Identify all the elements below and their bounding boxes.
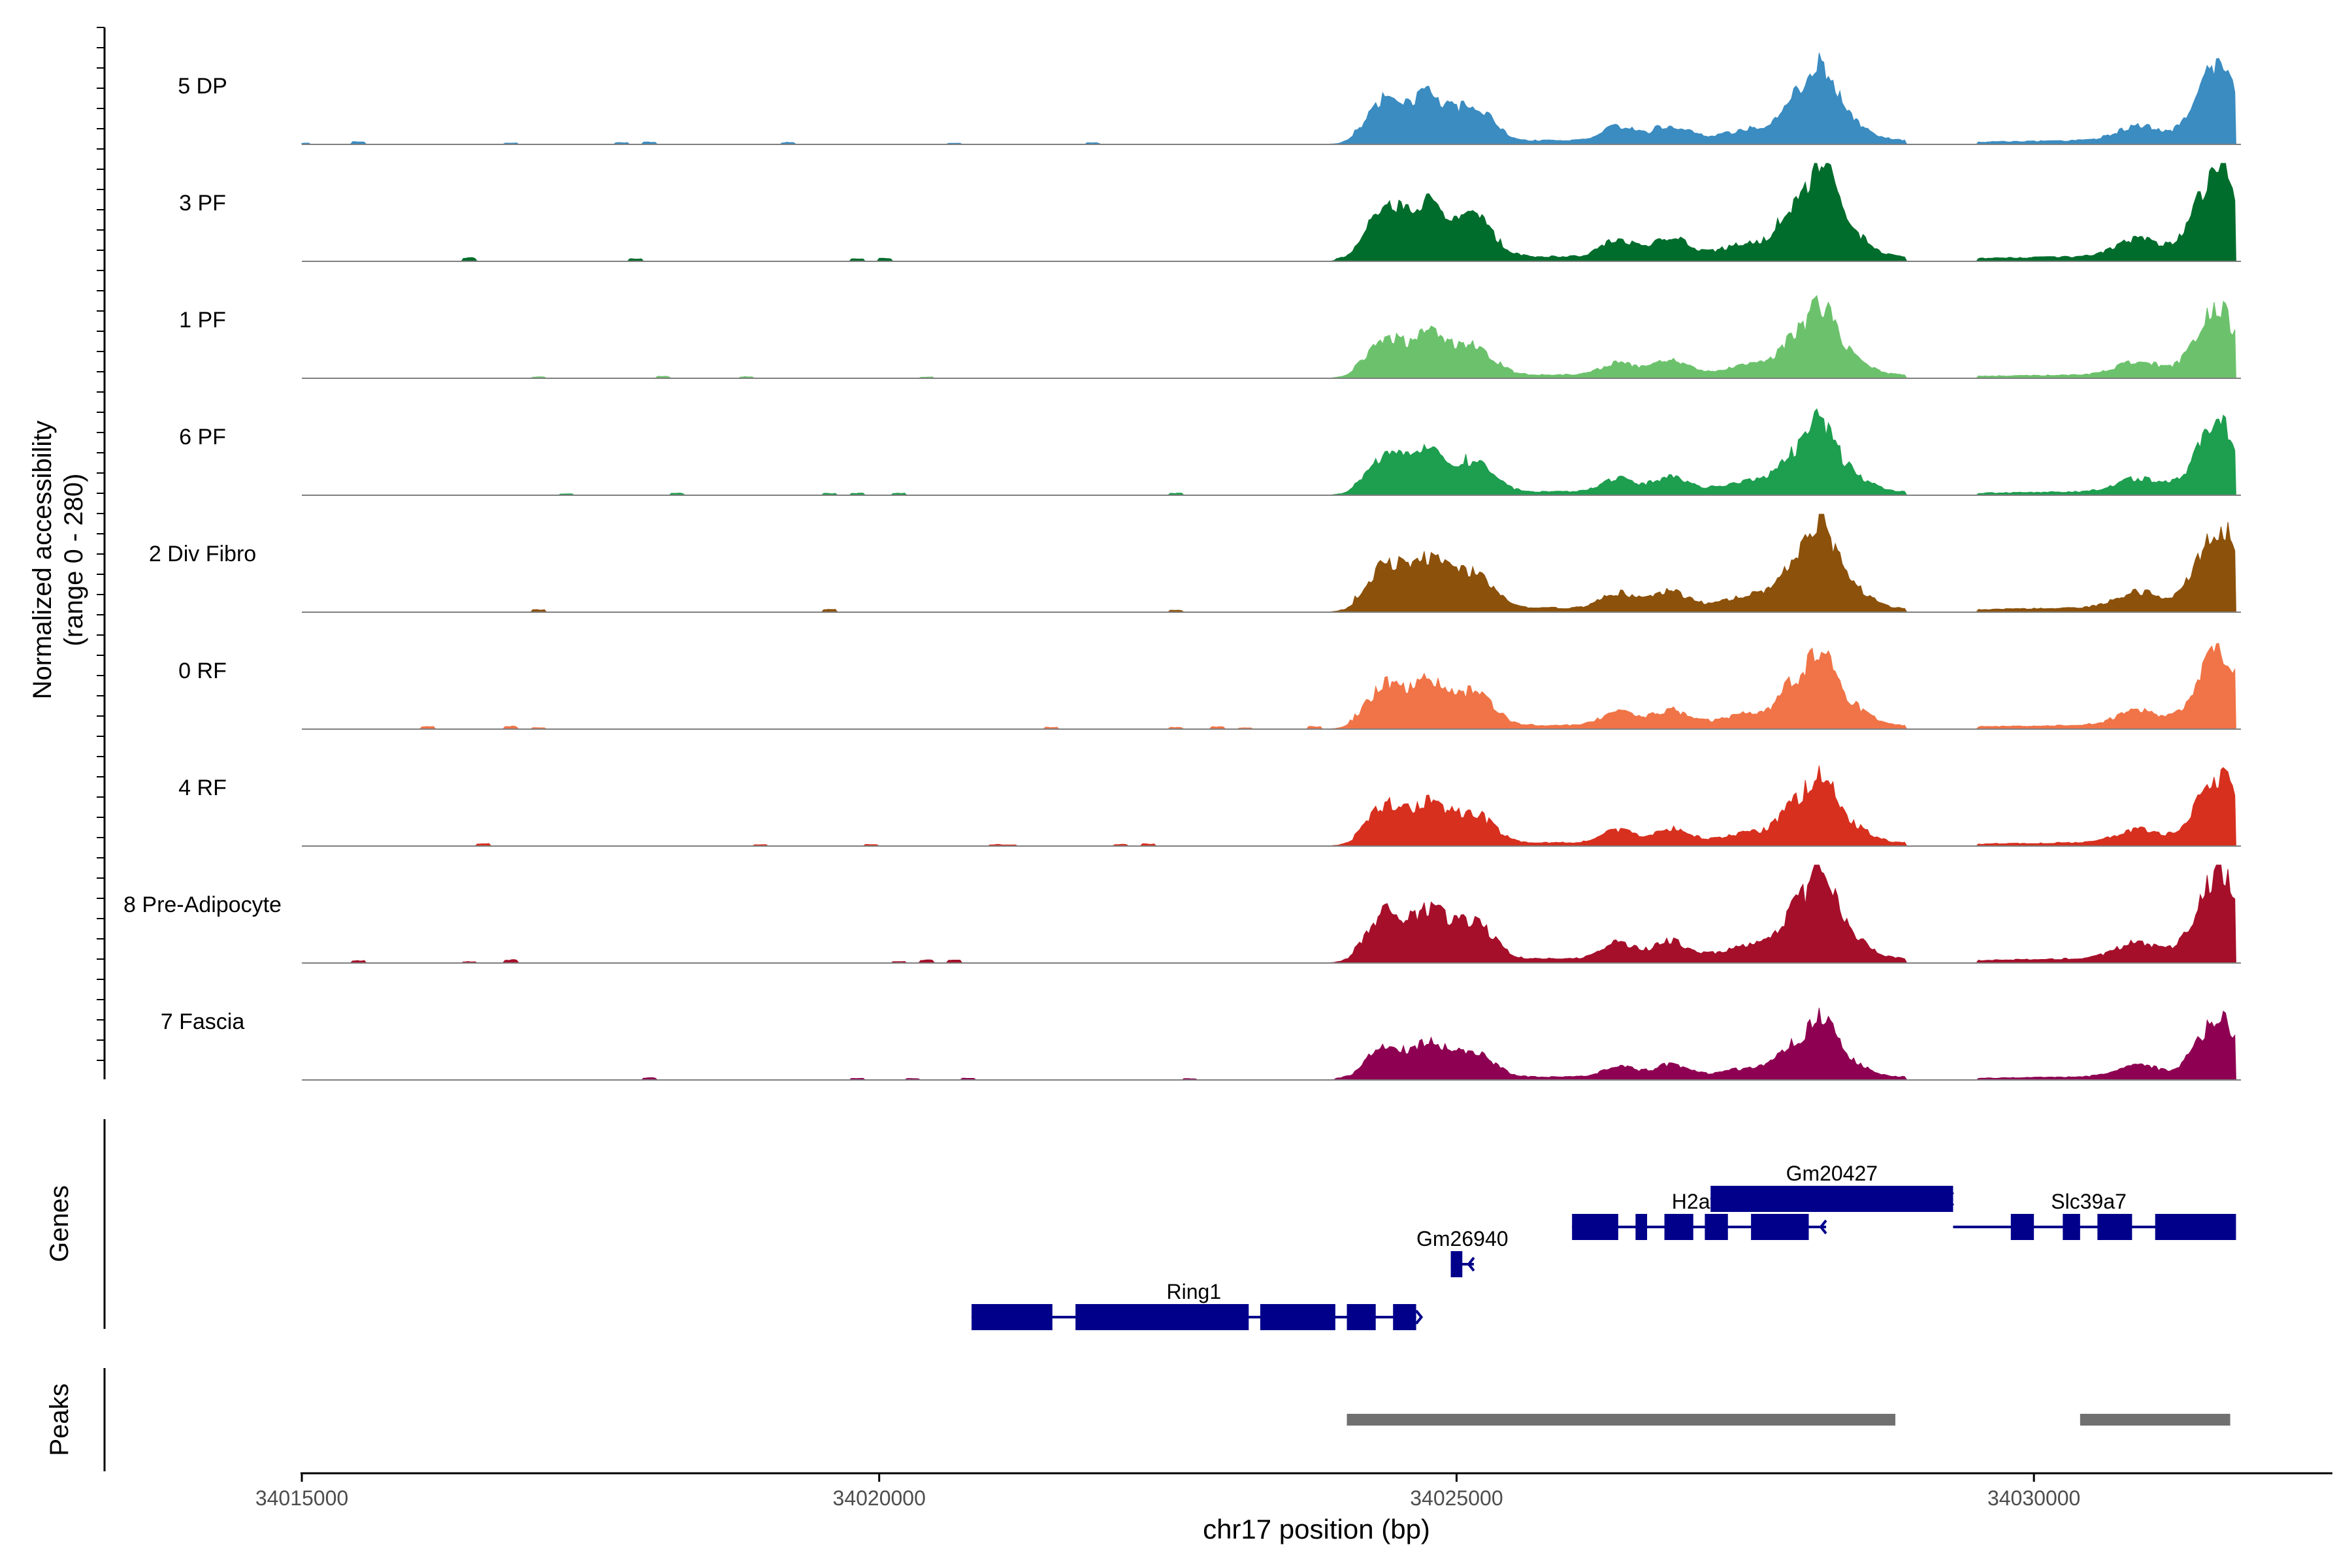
gene-exon [1347,1304,1376,1330]
gene-label: Gm20427 [1786,1162,1878,1185]
track-7: 8 Pre-Adipocyte [123,864,2241,964]
gene-exon [2010,1214,2034,1240]
gene-exon [1393,1304,1416,1330]
peak-bar [2080,1414,2230,1426]
peak-bar [1347,1414,1896,1426]
x-tick-label: 34020000 [833,1486,926,1510]
genes-panel-label: Genes [45,1185,74,1262]
gene-strand-arrow [1946,1191,1954,1207]
x-axis-title: chr17 position (bp) [1203,1514,1430,1544]
gene-exon [2063,1214,2080,1240]
x-axis: chr17 position (bp) 34015000 34020000 3402… [255,1472,2332,1544]
track-label: 0 RF [178,659,227,683]
gene-exon [1751,1214,1809,1240]
gene-exon [972,1304,1053,1330]
gene-strand-arrow [1819,1219,1827,1235]
peak-bars [1347,1414,2230,1426]
gene-exon [1450,1251,1463,1277]
gene-exon [1705,1214,1728,1240]
track-1: 3 PF [179,163,2241,262]
gene-slc39a7: Slc39a7 [1953,1190,2236,1240]
gene-strand-arrow [2217,1219,2226,1235]
gene-label: Slc39a7 [2051,1190,2127,1213]
x-tick-label: 34015000 [255,1486,348,1510]
gene-gm20427: Gm20427 [1710,1162,1954,1212]
track-4: 2 Div Fibro [149,514,2241,613]
track-label: 5 DP [178,74,227,99]
peaks-panel-label: Peaks [45,1383,74,1456]
gene-strand-arrow [1415,1309,1424,1325]
gene-exon [1710,1186,1953,1212]
y-axis-title-line1: Normalized accessibility [28,421,57,700]
gene-exon [1260,1304,1335,1330]
coverage-y-axis [97,27,106,1079]
gene-label: Ring1 [1167,1280,1222,1303]
track-label: 4 RF [178,776,227,800]
track-3: 6 PF [179,408,2241,496]
gene-label: Gm26940 [1416,1227,1509,1250]
track-8: 7 Fascia [161,1007,2241,1081]
track-0: 5 DP [178,52,2241,145]
track-label: 3 PF [179,191,226,216]
track-2: 1 PF [179,295,2241,379]
y-axis-title: Normalized accessibility (range 0 - 280) [28,421,88,700]
track-label: 6 PF [179,425,226,449]
gene-exon [2155,1214,2236,1240]
x-tick-label: 34025000 [1410,1486,1503,1510]
track-label: 8 Pre-Adipocyte [123,892,282,917]
track-label: 7 Fascia [161,1009,245,1034]
gene-gm26940: Gm26940 [1416,1227,1509,1277]
x-tick-label: 34030000 [1987,1486,2080,1510]
gene-exon [1572,1214,1618,1240]
gene-strand-arrow [1467,1256,1475,1272]
gene-exon [2097,1214,2132,1240]
y-axis-title-line2: (range 0 - 280) [59,474,88,647]
track-5: 0 RF [178,642,2241,730]
peaks-panel: Peaks [45,1368,2230,1471]
gene-exon [1664,1214,1693,1240]
track-label: 1 PF [179,308,226,333]
gene-ring1: Ring1 [972,1280,1424,1330]
gene-exon [1635,1214,1648,1240]
track-6: 4 RF [178,765,2241,847]
coverage-tracks: 5 DP 3 PF 1 PF 6 PF 2 Div Fibro 0 RF 4 RF 8 Pre… [123,52,2241,1081]
track-label: 2 Div Fibro [149,542,256,566]
gene-exon [1075,1304,1249,1330]
